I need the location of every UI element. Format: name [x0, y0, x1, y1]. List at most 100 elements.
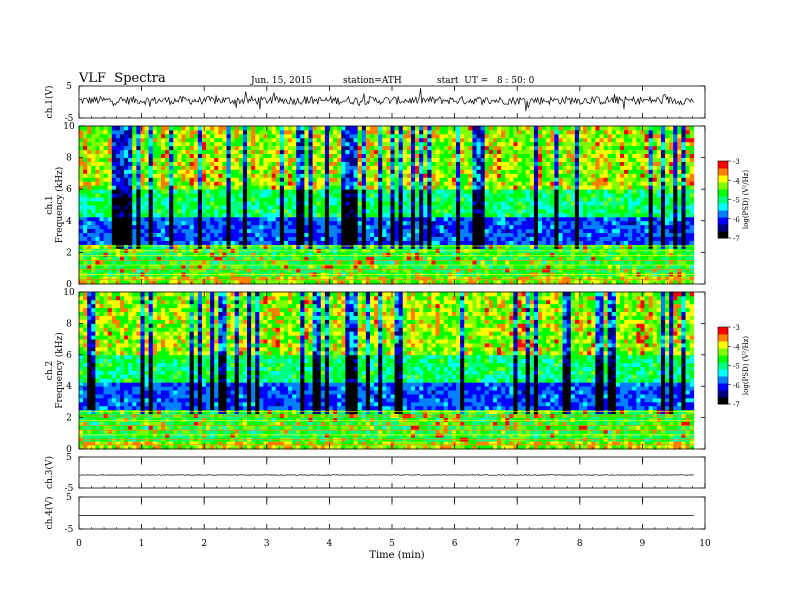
ch1-spectrogram-cell: [394, 133, 400, 139]
ch1-spectrogram-cell: [185, 232, 191, 237]
ch1-spectrogram-cell: [189, 129, 195, 135]
ch1-spectrogram-cell: [119, 224, 125, 230]
ch1-spectrogram-cell: [181, 240, 186, 245]
ch1-spectrogram-cell: [115, 141, 121, 147]
ch1-spectrogram-cell: [255, 268, 260, 273]
ch1-spectrogram-cell: [566, 240, 572, 245]
ch1-spectrogram-cell: [369, 256, 375, 261]
ch1-spectrogram-cell: [423, 153, 428, 158]
ch1-spectrogram-cell: [91, 260, 96, 265]
ch1-spectrogram-cell: [509, 126, 514, 131]
ch1-spectrogram-cell: [271, 264, 277, 269]
ch1-spectrogram-cell: [369, 201, 375, 206]
ch1-spectrogram-cell: [390, 165, 395, 170]
ch1-spectrogram-cell: [160, 157, 166, 162]
ch1-spectrogram-cell: [160, 232, 166, 237]
ch1-spectrogram-cell: [513, 240, 518, 245]
ch1-spectrogram-cell: [456, 252, 461, 257]
ch1-spectrogram-cell: [181, 133, 186, 139]
ch1-spectrogram-cell: [472, 181, 477, 186]
ch1-spectrogram-cell: [435, 276, 441, 281]
ch1-spectrogram-cell: [378, 212, 383, 218]
ch1-spectrogram-cell: [222, 189, 227, 194]
ch1-spectrogram-cell: [525, 137, 531, 143]
ch1-spectrogram-cell: [169, 228, 174, 234]
ch1-spectrogram-cell: [386, 177, 391, 182]
ch1-spectrogram-cell: [181, 260, 186, 265]
ch1-spectrogram-cell: [374, 157, 379, 162]
ch1-spectrogram-cell: [132, 193, 137, 198]
ch1-spectrogram-cell: [497, 185, 502, 190]
ch1-spectrogram-cell: [337, 205, 342, 210]
ch1-spectrogram-cell: [320, 149, 326, 155]
ch1-spectrogram-cell: [320, 169, 326, 174]
ch1-spectrogram-cell: [234, 260, 240, 265]
ch1-spectrogram-cell: [513, 201, 518, 206]
ch1-spectrogram-cell: [148, 145, 154, 151]
ch1-spectrogram-cell: [165, 220, 170, 226]
ch1-spectrogram-cell: [279, 126, 285, 131]
ch1-spectrogram-cell: [234, 268, 240, 273]
ch1-spectrogram-cell: [349, 264, 354, 269]
ch1-spectrogram-cell: [349, 177, 354, 182]
ch1-spectrogram-cell: [115, 228, 121, 234]
ch1-spectrogram-cell: [562, 197, 568, 202]
ch1-spectrogram-cell: [419, 205, 424, 210]
ch1-spectrogram-cell: [247, 220, 252, 226]
ch1-spectrogram-cell: [427, 197, 432, 202]
ch1-spectrogram-cell: [173, 256, 178, 261]
ch1-spectrogram-cell: [538, 126, 543, 131]
ch1-spectrogram-cell: [447, 205, 453, 210]
ch1-spectrogram-cell: [497, 240, 502, 245]
ch1-spectrogram-cell: [255, 208, 260, 214]
ch1-spectrogram-cell: [386, 244, 391, 249]
ch1-spectrogram-cell: [160, 260, 166, 265]
ch1-spectrogram-cell: [201, 193, 207, 198]
ch1-spectrogram-cell: [119, 173, 125, 178]
ch1-spectrogram-cell: [574, 169, 580, 174]
ch1-spectrogram-cell: [83, 153, 88, 158]
ch1-spectrogram-cell: [521, 268, 527, 273]
ch1-spectrogram-cell: [439, 165, 445, 170]
ch1-spectrogram-cell: [119, 260, 125, 265]
ch1-spectrogram-cell: [517, 244, 523, 249]
ch1-spectrogram-cell: [177, 208, 182, 214]
ch1-spectrogram-cell: [529, 220, 535, 226]
ch1-spectrogram-cell: [283, 228, 289, 234]
ch1-spectrogram-cell: [546, 228, 551, 234]
ch1-spectrogram-cell: [312, 133, 318, 139]
ch1-spectrogram-cell: [333, 236, 338, 241]
ch1-spectrogram-cell: [148, 169, 154, 174]
ch1-spectrogram-cell: [439, 228, 445, 234]
ch1-spectrogram-cell: [144, 161, 150, 166]
ch1-spectrogram-cell: [177, 205, 182, 210]
ch1-spectrogram-cell: [144, 129, 150, 135]
ch1-spectrogram-cell: [214, 141, 219, 147]
ch1-spectrogram-cell: [238, 240, 244, 245]
ch1-spectrogram-cell: [160, 189, 166, 194]
ch1-spectrogram-cell: [439, 189, 445, 194]
ch1-spectrogram-cell: [95, 256, 100, 261]
ch1-spectrogram-cell: [333, 264, 338, 269]
ch1-spectrogram-cell: [296, 197, 301, 202]
ch1-spectrogram-cell: [333, 173, 338, 178]
ch1-spectrogram-cell: [357, 165, 363, 170]
ch1-spectrogram-cell: [566, 256, 572, 261]
ch1-spectrogram-cell: [505, 232, 510, 237]
ch1-spectrogram-cell: [132, 173, 137, 178]
ch1-spectrogram-cell: [83, 236, 88, 241]
ch1-spectrogram-cell: [349, 201, 354, 206]
ch1-spectrogram-cell: [259, 173, 264, 178]
ch1-spectrogram-cell: [497, 268, 502, 273]
ch1-spectrogram-cell: [222, 193, 227, 198]
ch1-spectrogram-cell: [406, 153, 412, 158]
ch1-spectrogram-cell: [296, 220, 301, 226]
ch1-spectrogram-cell: [472, 189, 477, 194]
ch1-spectrogram-cell: [525, 205, 531, 210]
ch1-spectrogram-cell: [369, 197, 375, 202]
ch1-spectrogram-cell: [210, 228, 215, 234]
ch1-spectrogram-cell: [501, 205, 506, 210]
ch1-spectrogram-cell: [152, 165, 158, 170]
ch1-spectrogram-cell: [427, 169, 432, 174]
ch1-spectrogram-cell: [189, 201, 195, 206]
